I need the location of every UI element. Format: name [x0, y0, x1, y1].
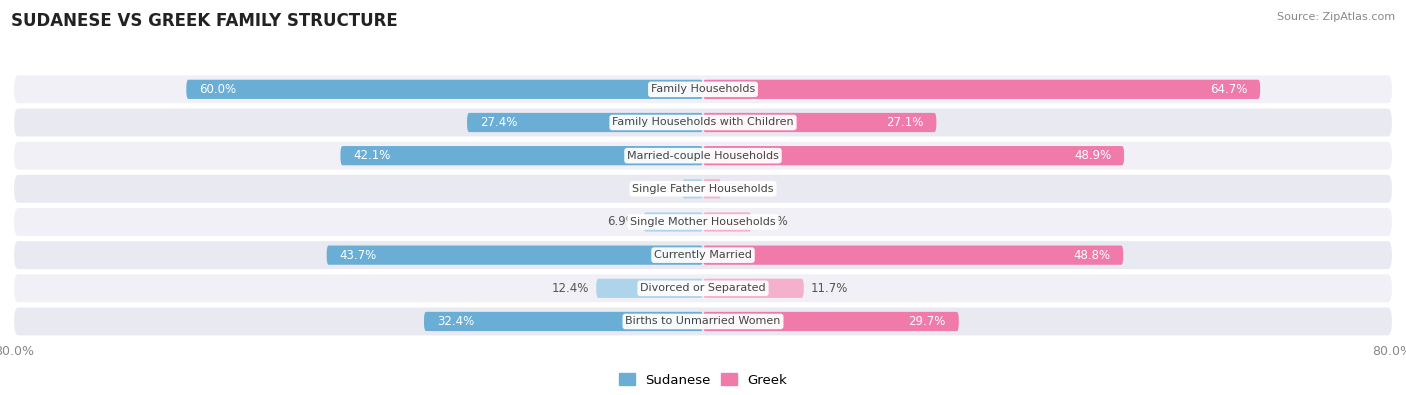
Text: 43.7%: 43.7%	[340, 248, 377, 261]
FancyBboxPatch shape	[14, 275, 1392, 302]
Text: Source: ZipAtlas.com: Source: ZipAtlas.com	[1277, 12, 1395, 22]
FancyBboxPatch shape	[186, 80, 703, 99]
FancyBboxPatch shape	[14, 241, 1392, 269]
Text: SUDANESE VS GREEK FAMILY STRUCTURE: SUDANESE VS GREEK FAMILY STRUCTURE	[11, 12, 398, 30]
Text: 60.0%: 60.0%	[200, 83, 236, 96]
FancyBboxPatch shape	[703, 246, 1123, 265]
FancyBboxPatch shape	[644, 213, 703, 231]
Text: 29.7%: 29.7%	[908, 315, 946, 328]
Text: 12.4%: 12.4%	[553, 282, 589, 295]
Text: 2.4%: 2.4%	[645, 182, 675, 195]
FancyBboxPatch shape	[14, 75, 1392, 103]
Text: 11.7%: 11.7%	[811, 282, 848, 295]
Text: 6.9%: 6.9%	[607, 216, 637, 228]
Text: 27.1%: 27.1%	[886, 116, 924, 129]
Text: Family Households: Family Households	[651, 85, 755, 94]
FancyBboxPatch shape	[425, 312, 703, 331]
FancyBboxPatch shape	[703, 179, 721, 198]
Legend: Sudanese, Greek: Sudanese, Greek	[613, 368, 793, 392]
FancyBboxPatch shape	[703, 146, 1125, 165]
Text: Currently Married: Currently Married	[654, 250, 752, 260]
Text: Single Mother Households: Single Mother Households	[630, 217, 776, 227]
Text: 5.6%: 5.6%	[758, 216, 787, 228]
FancyBboxPatch shape	[703, 113, 936, 132]
FancyBboxPatch shape	[14, 175, 1392, 203]
FancyBboxPatch shape	[596, 279, 703, 298]
FancyBboxPatch shape	[326, 246, 703, 265]
Text: 64.7%: 64.7%	[1211, 83, 1247, 96]
Text: Divorced or Separated: Divorced or Separated	[640, 283, 766, 293]
FancyBboxPatch shape	[14, 208, 1392, 236]
Text: Single Father Households: Single Father Households	[633, 184, 773, 194]
FancyBboxPatch shape	[703, 312, 959, 331]
FancyBboxPatch shape	[703, 279, 804, 298]
FancyBboxPatch shape	[682, 179, 703, 198]
Text: 27.4%: 27.4%	[479, 116, 517, 129]
Text: Births to Unmarried Women: Births to Unmarried Women	[626, 316, 780, 326]
Text: Family Households with Children: Family Households with Children	[612, 117, 794, 128]
Text: 2.1%: 2.1%	[728, 182, 758, 195]
FancyBboxPatch shape	[14, 142, 1392, 169]
Text: 48.9%: 48.9%	[1074, 149, 1111, 162]
FancyBboxPatch shape	[467, 113, 703, 132]
FancyBboxPatch shape	[703, 80, 1260, 99]
FancyBboxPatch shape	[703, 213, 751, 231]
Text: 32.4%: 32.4%	[437, 315, 474, 328]
FancyBboxPatch shape	[340, 146, 703, 165]
Text: 48.8%: 48.8%	[1073, 248, 1111, 261]
FancyBboxPatch shape	[14, 109, 1392, 136]
Text: Married-couple Households: Married-couple Households	[627, 150, 779, 161]
FancyBboxPatch shape	[14, 308, 1392, 335]
Text: 42.1%: 42.1%	[353, 149, 391, 162]
